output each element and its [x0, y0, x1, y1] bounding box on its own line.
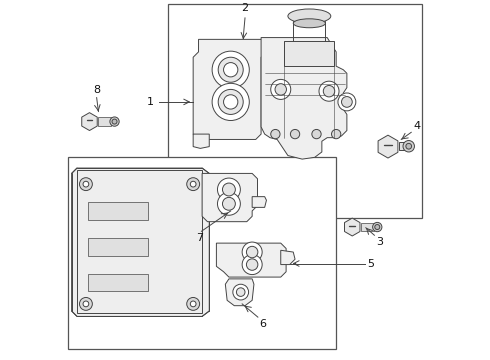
Circle shape [212, 51, 249, 88]
Polygon shape [217, 243, 286, 277]
Circle shape [218, 89, 243, 114]
Text: 1: 1 [147, 97, 154, 107]
Circle shape [312, 130, 321, 139]
Bar [88, 274, 148, 291]
Circle shape [83, 301, 89, 307]
Bar [88, 202, 148, 220]
Text: 2: 2 [242, 3, 248, 13]
Circle shape [406, 143, 412, 149]
Text: 7: 7 [196, 234, 203, 243]
Circle shape [190, 301, 196, 307]
Polygon shape [72, 168, 209, 316]
Bar [77, 170, 202, 313]
Text: 4: 4 [413, 121, 420, 131]
Circle shape [112, 119, 117, 124]
Circle shape [323, 85, 335, 97]
Circle shape [110, 117, 119, 126]
Polygon shape [252, 197, 267, 207]
Circle shape [246, 259, 258, 270]
Bar [284, 41, 334, 66]
Polygon shape [261, 37, 347, 159]
Circle shape [233, 284, 248, 300]
Circle shape [271, 80, 291, 99]
Circle shape [375, 225, 380, 230]
Circle shape [218, 57, 243, 82]
Polygon shape [193, 39, 268, 139]
Circle shape [246, 246, 258, 258]
Circle shape [222, 197, 235, 210]
Circle shape [372, 222, 382, 232]
Circle shape [275, 84, 287, 95]
Circle shape [190, 181, 196, 187]
Polygon shape [202, 174, 258, 222]
Ellipse shape [293, 19, 325, 28]
Circle shape [212, 83, 249, 121]
Polygon shape [225, 279, 254, 306]
Bar [361, 223, 374, 231]
Circle shape [79, 297, 92, 310]
Circle shape [83, 181, 89, 187]
Circle shape [218, 192, 241, 215]
Circle shape [271, 130, 280, 139]
Circle shape [223, 63, 238, 77]
Text: 6: 6 [259, 319, 266, 329]
Circle shape [342, 96, 352, 107]
Circle shape [242, 255, 262, 275]
Circle shape [242, 242, 262, 262]
Bar [98, 117, 111, 126]
Circle shape [338, 93, 356, 111]
Circle shape [79, 178, 92, 190]
Polygon shape [193, 134, 209, 148]
Bar [88, 238, 148, 256]
Bar [168, 4, 422, 218]
Circle shape [218, 178, 241, 201]
Circle shape [319, 81, 339, 101]
Polygon shape [378, 135, 398, 158]
Text: 8: 8 [93, 85, 100, 95]
Circle shape [222, 183, 235, 196]
Text: 3: 3 [376, 237, 384, 247]
Polygon shape [82, 113, 97, 131]
Text: 5: 5 [368, 258, 375, 269]
Polygon shape [344, 218, 360, 236]
Bar [68, 157, 336, 348]
Polygon shape [281, 250, 295, 265]
Circle shape [236, 288, 245, 296]
Circle shape [332, 130, 341, 139]
Circle shape [223, 95, 238, 109]
Circle shape [187, 178, 199, 190]
Bar [399, 142, 408, 150]
Circle shape [187, 297, 199, 310]
Circle shape [291, 130, 300, 139]
Ellipse shape [288, 9, 331, 23]
Circle shape [403, 140, 415, 152]
